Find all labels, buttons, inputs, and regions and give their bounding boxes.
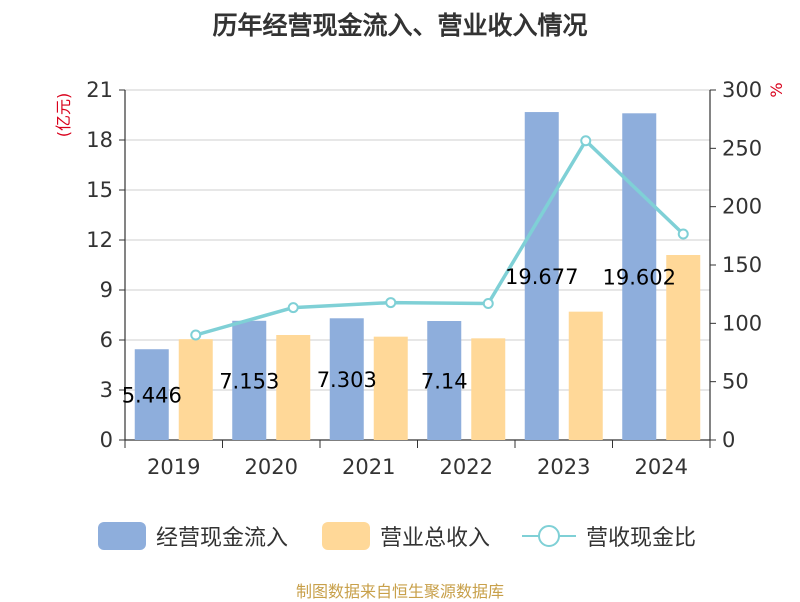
data-label-cash-inflow: 19.677	[505, 265, 578, 289]
bar-revenue[interactable]	[178, 339, 213, 440]
cash-ratio-point[interactable]	[677, 228, 689, 240]
legend-item-cash-inflow[interactable]: 经营现金流入	[98, 516, 288, 556]
bar-revenue[interactable]	[471, 338, 506, 440]
cash-ratio-point[interactable]	[287, 302, 299, 314]
y-right-tick-label: 0	[722, 428, 735, 452]
y-left-tick-label: 3	[100, 378, 113, 402]
y-right-tick-label: 50	[722, 370, 749, 394]
y-right-tick-label: 250	[722, 136, 762, 160]
bar-cash-inflow[interactable]	[134, 349, 169, 440]
y-left-tick-label: 18	[86, 128, 113, 152]
legend-item-cash-ratio[interactable]: 营收现金比	[522, 516, 696, 556]
x-tick-label: 2024	[635, 455, 688, 479]
x-tick-label: 2020	[245, 455, 298, 479]
y-left-tick-label: 15	[86, 178, 113, 202]
y-right-unit: %	[767, 82, 786, 97]
bars	[134, 112, 701, 441]
cash-ratio-point[interactable]	[482, 298, 494, 309]
legend-label-cash-ratio: 营收现金比	[586, 526, 697, 551]
x-tick-label: 2021	[342, 455, 395, 479]
legend: 经营现金流入 营业总收入 营收现金比	[0, 516, 800, 556]
legend-swatch-revenue	[322, 522, 370, 550]
x-tick-label: 2022	[440, 455, 493, 479]
legend-swatch-cash-inflow	[98, 522, 146, 550]
data-label-cash-inflow: 7.14	[421, 370, 468, 394]
legend-label-revenue: 营业总收入	[380, 526, 491, 551]
y-left-tick-label: 6	[100, 328, 113, 352]
cash-ratio-point[interactable]	[385, 297, 397, 309]
cash-ratio-line	[195, 139, 685, 337]
y-left-tick-label: 9	[100, 278, 113, 302]
bar-cash-inflow[interactable]	[427, 321, 462, 440]
y-right-tick-label: 150	[722, 253, 762, 277]
y-left-unit: (亿元)	[54, 93, 73, 138]
bar-cash-inflow[interactable]	[524, 112, 559, 441]
x-tick-label: 2023	[537, 455, 590, 479]
x-tick-label: 2019	[147, 455, 200, 479]
cash-ratio-point[interactable]	[580, 135, 592, 147]
bar-cash-inflow[interactable]	[622, 113, 657, 441]
bar-cash-inflow[interactable]	[232, 320, 267, 440]
bar-revenue[interactable]	[373, 336, 408, 440]
axes: 0 3 6 9 12 15 18 21 0 50 100 150 200 250 300 2019 2020 20…	[86, 78, 762, 479]
y-right-tick-label: 100	[722, 311, 762, 335]
data-label-cash-inflow: 19.602	[603, 266, 676, 290]
grid-lines	[125, 89, 710, 391]
source-note: 制图数据来自恒生聚源数据库	[295, 582, 504, 601]
data-label-cash-inflow: 7.153	[219, 369, 279, 393]
y-left-tick-label: 21	[86, 78, 113, 102]
y-left-tick-label: 12	[86, 228, 113, 252]
ratio-line	[190, 135, 689, 341]
data-label-cash-inflow: 7.303	[317, 368, 377, 392]
data-labels: 5.446 7.153 7.303 7.14 19.677 19.602	[122, 265, 676, 408]
bar-revenue[interactable]	[666, 255, 701, 440]
cash-ratio-point[interactable]	[190, 329, 202, 341]
legend-item-revenue[interactable]: 营业总收入	[322, 516, 490, 556]
y-right-tick-label: 300	[722, 78, 762, 102]
y-right-tick-label: 200	[722, 195, 762, 219]
legend-label-cash-inflow: 经营现金流入	[156, 526, 289, 551]
bar-cash-inflow[interactable]	[329, 318, 364, 440]
data-label-cash-inflow: 5.446	[122, 384, 182, 408]
bar-revenue[interactable]	[276, 335, 311, 440]
y-left-tick-label: 0	[100, 428, 113, 452]
chart-title: 历年经营现金流入、营业收入情况	[212, 11, 588, 40]
legend-swatch-cash-ratio	[522, 522, 576, 550]
bar-revenue[interactable]	[568, 311, 603, 440]
